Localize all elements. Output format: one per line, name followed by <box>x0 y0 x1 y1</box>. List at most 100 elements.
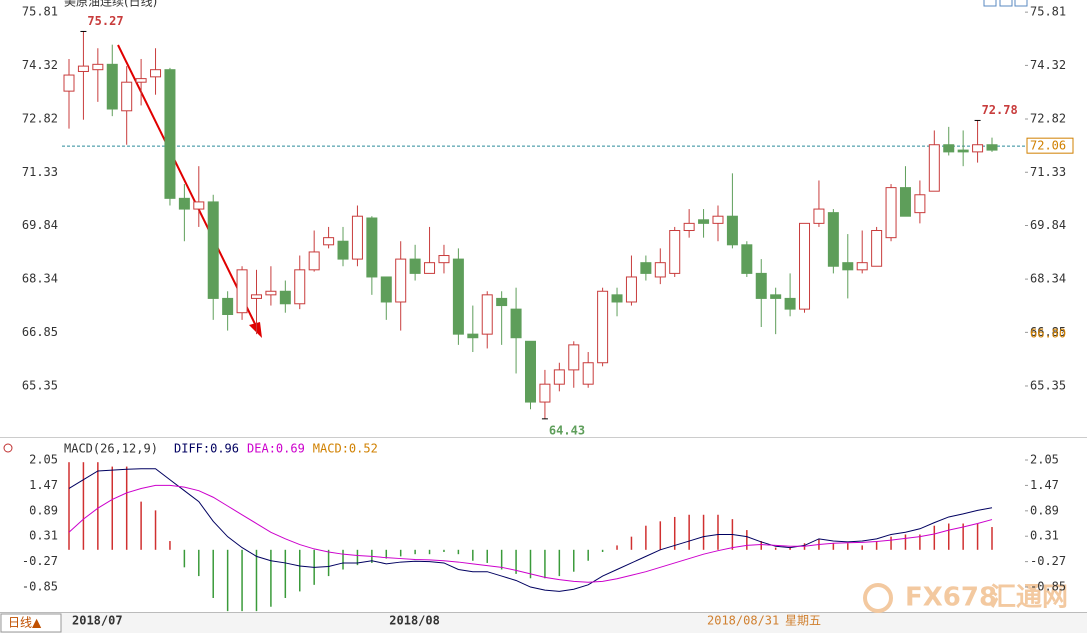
candle-body <box>92 63 104 71</box>
candle-body <box>741 244 753 274</box>
candle-body <box>265 290 277 296</box>
candle-body <box>510 308 522 339</box>
legend-separator: : <box>269 442 276 456</box>
y-tick-label: 74.32 <box>1030 58 1066 72</box>
legend-separator: : <box>342 442 349 456</box>
candle-body <box>957 149 969 153</box>
candle-body <box>337 240 349 260</box>
trend-arrow-head <box>249 322 262 338</box>
watermark-logo <box>863 583 893 613</box>
candle-body <box>972 144 984 153</box>
icon[interactable] <box>983 0 997 7</box>
y-tick-label: 0.89 <box>29 503 58 517</box>
y-tick-label: 75.81 <box>1030 5 1066 19</box>
candle-body <box>121 81 133 112</box>
candle-body <box>164 69 176 199</box>
y-tick-label: 0.31 <box>29 529 58 543</box>
candle-body <box>799 222 811 310</box>
candle-body <box>914 194 926 214</box>
y-tick-label: 2.05 <box>29 453 58 467</box>
y-tick-label: 75.81 <box>22 5 58 19</box>
candle-body <box>424 262 436 274</box>
y-tick-label: 69.84 <box>22 218 58 232</box>
y-tick-label: 1.47 <box>29 478 58 492</box>
y-tick-label: 71.33 <box>22 165 58 179</box>
candle-body <box>813 208 825 224</box>
y-tick-label: 1.47 <box>1030 478 1059 492</box>
status-date: 2018/08/31 <box>707 614 779 628</box>
candle-body <box>582 362 594 385</box>
legend-value: 0.69 <box>276 442 305 456</box>
candle-body <box>568 344 580 371</box>
x-tick-label: 2018/07 <box>72 614 123 628</box>
candle-body <box>871 230 883 267</box>
candle-body <box>150 69 162 78</box>
candle-body <box>467 333 479 339</box>
candle-body <box>351 215 363 260</box>
current-price-label: 72.06 <box>1030 139 1066 153</box>
extreme-label: 75.27 <box>87 14 123 28</box>
candle-body <box>250 294 262 299</box>
y-tick-label: 0.31 <box>1030 529 1059 543</box>
y-tick-label: 0.89 <box>1030 503 1059 517</box>
candle-body <box>856 262 868 271</box>
candle-body <box>106 63 118 110</box>
y-tick-label: 65.35 <box>1030 378 1066 392</box>
watermark-name: 汇通网 <box>990 583 1068 613</box>
y-tick-label: -0.85 <box>1030 580 1066 594</box>
candle-body <box>986 144 998 151</box>
candle-body <box>928 144 940 192</box>
y-tick-label: 66.85 <box>1030 325 1066 339</box>
candle-body <box>207 201 219 299</box>
candle-body <box>712 215 724 224</box>
x-tick-label: 2018/08 <box>389 614 440 628</box>
indicator-icon[interactable] <box>3 443 13 453</box>
candle-body <box>625 276 637 303</box>
candle-body <box>323 237 335 246</box>
y-tick-label: 65.35 <box>22 378 58 392</box>
candle-body <box>611 294 623 303</box>
legend-name: DIFF <box>174 442 203 456</box>
icon[interactable] <box>1014 0 1028 7</box>
y-tick-label: 68.34 <box>1030 272 1066 286</box>
reference-price-label: 66.80 <box>1030 327 1066 341</box>
candle-body <box>885 187 897 239</box>
y-tick-label: 66.85 <box>22 325 58 339</box>
candle-body <box>770 294 782 299</box>
candle-body <box>366 217 378 278</box>
y-tick-label: 69.84 <box>1030 218 1066 232</box>
icon[interactable] <box>999 0 1013 7</box>
candle-body <box>683 222 695 232</box>
watermark-brand: FX678 <box>905 583 997 613</box>
legend-name: MACD <box>313 442 342 456</box>
y-tick-label: 71.33 <box>1030 165 1066 179</box>
macd-line <box>68 484 993 583</box>
y-tick-label: 2.05 <box>1030 453 1059 467</box>
candle-body <box>438 255 450 264</box>
candle-body <box>784 297 796 310</box>
candle-body <box>380 276 392 303</box>
legend-name: DEA <box>247 442 269 456</box>
candle-body <box>943 144 955 153</box>
candle-body <box>496 297 508 307</box>
y-tick-label: 72.82 <box>1030 112 1066 126</box>
period-button[interactable] <box>0 613 62 633</box>
candle-body <box>409 258 421 274</box>
candle-body <box>236 269 248 314</box>
candle-body <box>481 294 493 335</box>
extreme-label: 72.78 <box>982 103 1018 117</box>
candle-body <box>755 272 767 299</box>
status-weekday: 星期五 <box>785 614 821 628</box>
legend-separator: : <box>203 442 210 456</box>
candle-body <box>135 78 147 83</box>
candle-body <box>842 262 854 271</box>
candle-body <box>77 65 89 72</box>
indicator-title: MACD(26,12,9) <box>64 442 158 456</box>
candle-body <box>539 383 551 403</box>
candle-body <box>827 212 839 267</box>
period-button-label[interactable]: 日线▲ <box>8 616 42 630</box>
extreme-label: 64.43 <box>549 423 585 437</box>
